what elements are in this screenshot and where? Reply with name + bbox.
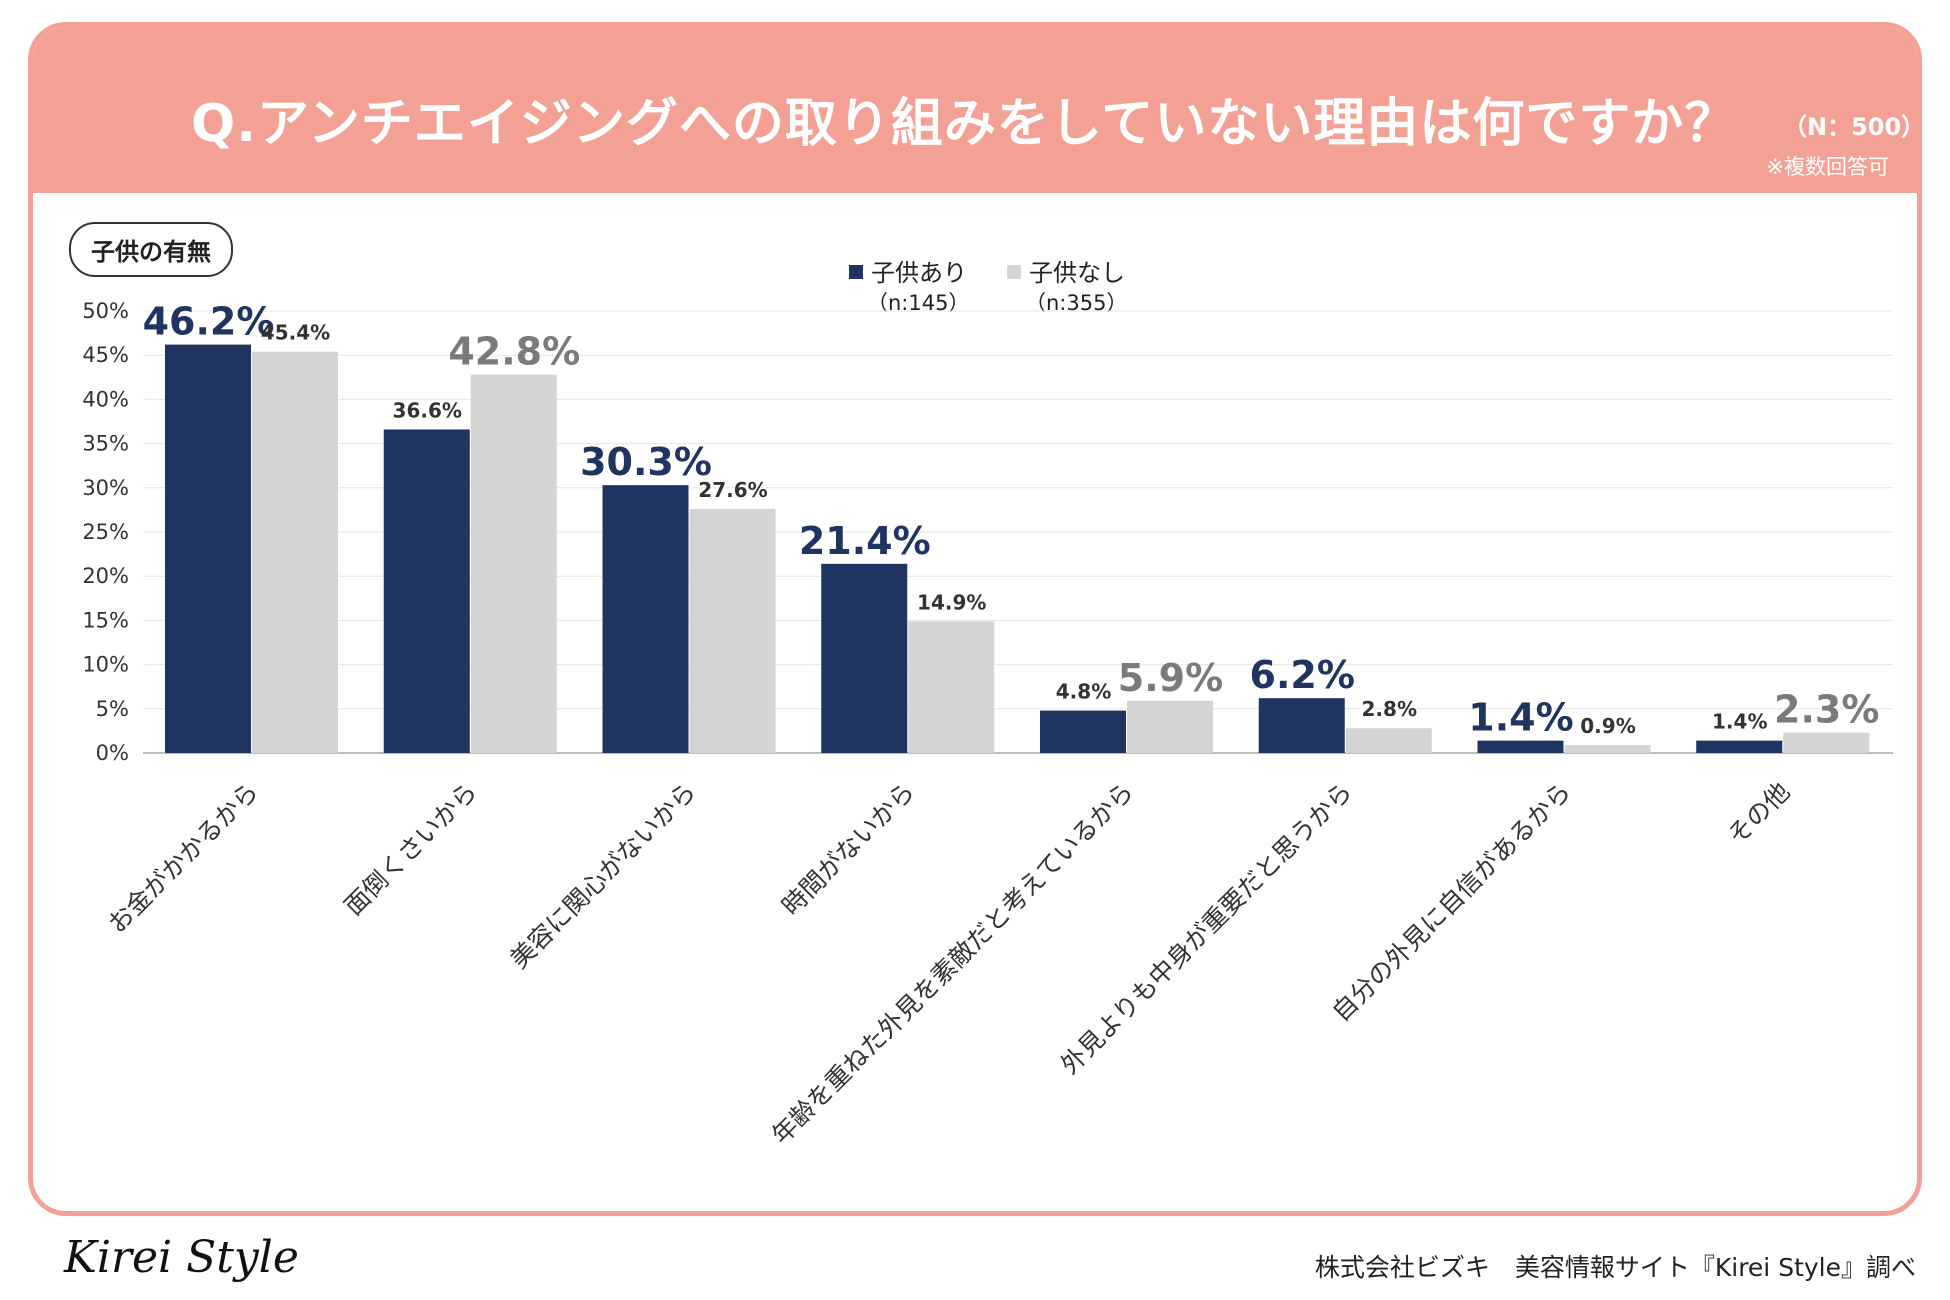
bar-without-children [1345,728,1432,753]
legend-label: 子供なし [1029,259,1125,287]
y-tick-label: 35% [82,432,129,456]
title-banner [33,27,1917,193]
data-label: 14.9% [917,590,986,614]
y-tick-label: 45% [82,343,129,367]
y-tick-label: 15% [82,608,129,632]
data-label: 2.8% [1362,697,1417,721]
data-label: 36.6% [393,398,462,422]
bar-with-children [1477,740,1564,753]
bar-without-children [1127,700,1213,753]
bar-without-children [252,351,338,753]
page-title: Q.アンチエイジングへの取り組みをしていない理由は何ですか？ [191,94,1738,154]
bar-with-children [165,344,251,753]
y-tick-label: 40% [82,387,129,411]
bar-with-children [821,563,908,753]
data-label: 30.3% [580,440,712,484]
chart-segment-tag: 子供の有無 [69,222,233,277]
data-label: 1.4% [1712,710,1767,734]
category-label: 美容に関心がないから [504,777,701,974]
category-label: その他 [1722,777,1796,851]
data-label: 46.2% [143,300,275,344]
data-label: 21.4% [799,519,931,563]
bar-without-children [1783,732,1870,753]
category-label: 時間がないから [776,777,920,921]
category-label: 年齢を重ねた外見を素敵だと考えているから [766,777,1139,1150]
source-credit: 株式会社ビズキ 美容情報サイト『Kirei Style』調べ [1314,1253,1916,1282]
category-label: 面倒くさいから [339,777,483,921]
bar-with-children [383,429,470,753]
data-label: 4.8% [1056,680,1111,704]
sample-size-label: （N：500） [1783,113,1922,141]
y-tick-label: 0% [96,741,129,765]
data-label: 0.9% [1580,714,1635,738]
category-label: お金がかかるから [102,777,264,939]
data-label: 45.4% [261,321,330,345]
data-label: 2.3% [1774,688,1879,732]
bar-with-children [1258,698,1345,753]
data-label: 6.2% [1250,653,1355,697]
y-tick-label: 20% [82,564,129,588]
bar-without-children [470,374,557,753]
data-label: 1.4% [1468,696,1573,740]
bar-with-children [602,485,689,753]
legend-label: 子供あり [871,259,967,287]
y-tick-label: 10% [82,653,129,677]
bar-with-children [1040,710,1126,753]
y-tick-label: 50% [82,299,129,323]
bar-with-children [1696,740,1783,753]
bar-without-children [689,509,776,753]
bar-without-children [908,621,995,753]
category-label: 自分の外見に自信があるから [1326,777,1576,1027]
legend-swatch-gray [1007,265,1021,279]
bar-without-children [1564,745,1651,753]
kirei-style-logo: Kirei Style [64,1232,299,1283]
data-label: 27.6% [698,478,767,502]
bar-chart: 0% 5% 10% 15% 20% 25% 30% 35% 40% 45% 50% 46.2%45.4… [82,299,1893,1150]
chart-card: Q.アンチエイジングへの取り組みをしていない理由は何ですか？ （N：500） ※… [28,22,1922,1216]
y-tick-label: 25% [82,520,129,544]
data-label: 42.8% [448,330,580,374]
y-tick-label: 5% [96,697,129,721]
y-tick-label: 30% [82,476,129,500]
legend-swatch-navy [849,265,863,279]
multiple-answer-note: ※複数回答可 [1766,155,1889,179]
data-label: 5.9% [1118,656,1223,700]
